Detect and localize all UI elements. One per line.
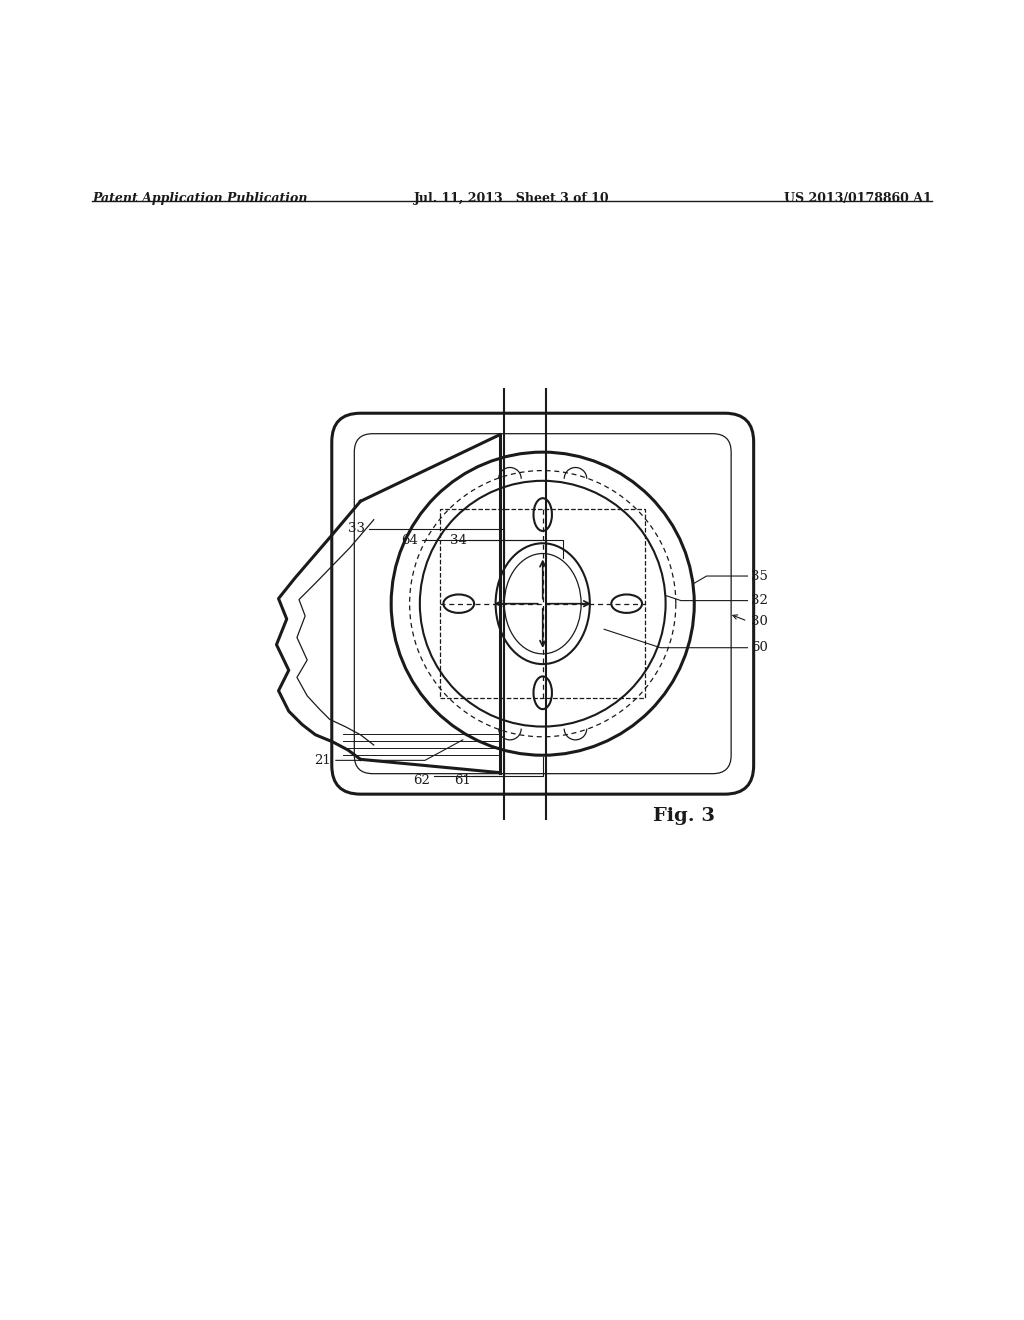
Text: 21: 21: [314, 754, 331, 767]
Text: Patent Application Publication: Patent Application Publication: [92, 191, 307, 205]
Text: 35: 35: [752, 569, 768, 582]
Text: 32: 32: [752, 594, 768, 607]
Bar: [440, 510, 645, 698]
Text: 64: 64: [401, 533, 418, 546]
Text: 30: 30: [752, 615, 768, 627]
Text: Fig. 3: Fig. 3: [653, 807, 715, 825]
Text: 34: 34: [451, 533, 467, 546]
Text: 62: 62: [414, 775, 430, 787]
Text: US 2013/0178860 A1: US 2013/0178860 A1: [784, 191, 932, 205]
Text: Jul. 11, 2013   Sheet 3 of 10: Jul. 11, 2013 Sheet 3 of 10: [414, 191, 610, 205]
Text: 61: 61: [455, 775, 471, 787]
Text: 33: 33: [348, 523, 365, 536]
Text: 60: 60: [752, 642, 768, 655]
